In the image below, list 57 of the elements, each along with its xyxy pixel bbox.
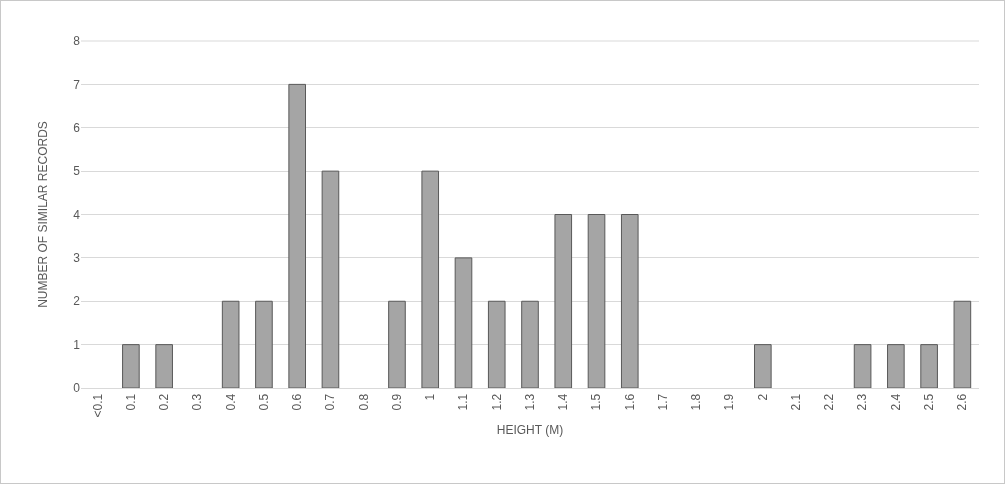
x-tick-label: 2.2	[822, 393, 837, 411]
bar	[587, 214, 606, 388]
x-tick-label: 1.4	[556, 393, 571, 411]
x-tick-label: 1.8	[689, 393, 704, 411]
y-tick-label: 5	[73, 164, 81, 179]
bar	[521, 300, 539, 388]
y-tick-label: 1	[73, 337, 81, 352]
x-tick-label: 1.6	[622, 393, 637, 411]
x-tick-label: 0.5	[256, 393, 271, 411]
x-tick-label: 2	[755, 393, 770, 401]
bar	[853, 344, 872, 388]
bar	[288, 83, 306, 388]
x-tick-label: 1	[423, 393, 438, 401]
bar	[754, 344, 772, 388]
x-tick-label: 1.5	[589, 393, 604, 411]
x-tick-label: 0.2	[157, 393, 172, 411]
x-tick-label: 1.2	[489, 393, 504, 411]
y-axis-title: NUMBER OF SIMILAR RECORDS	[36, 121, 50, 308]
x-tick-label: <0.1	[90, 393, 105, 418]
x-tick-label: 2.5	[922, 393, 937, 411]
bar	[620, 214, 639, 388]
x-tick-label: 1.7	[655, 393, 670, 411]
y-tick-label: 4	[73, 207, 81, 222]
x-tick-label: 0.7	[323, 393, 338, 411]
x-tick-label: 2.1	[788, 393, 803, 411]
x-tick-label: 0.9	[389, 393, 404, 411]
x-tick-label: 0.8	[356, 393, 371, 411]
y-tick-label: 2	[73, 294, 81, 309]
bar	[920, 344, 938, 388]
bar	[887, 344, 905, 388]
y-tick-label: 6	[73, 120, 81, 135]
x-tick-label: 0.3	[190, 393, 205, 411]
bar	[221, 300, 240, 388]
x-tick-label: 2.6	[955, 393, 970, 411]
bar	[421, 170, 440, 388]
bar	[255, 300, 273, 388]
x-tick-label: 2.3	[855, 393, 870, 411]
bar	[122, 344, 140, 388]
y-tick-label: 0	[73, 381, 81, 396]
bar	[487, 300, 506, 388]
y-tick-label: 7	[73, 77, 81, 92]
bar	[454, 257, 473, 388]
bar	[953, 300, 972, 388]
bar	[155, 344, 173, 388]
x-tick-label: 0.4	[223, 393, 238, 411]
x-axis-title: HEIGHT (M)	[496, 423, 564, 437]
bar	[321, 170, 340, 388]
x-tick-label: 1.9	[722, 393, 737, 411]
x-tick-label: 0.6	[290, 393, 305, 411]
x-tick-label: 1.1	[456, 393, 471, 411]
y-tick-label: 8	[73, 34, 81, 49]
y-tick-label: 3	[73, 251, 81, 266]
bar	[554, 214, 573, 388]
x-tick-label: 2.4	[888, 393, 903, 411]
bar	[388, 300, 406, 388]
x-tick-label: 0.1	[123, 393, 138, 411]
x-tick-label: 1.3	[522, 393, 537, 411]
